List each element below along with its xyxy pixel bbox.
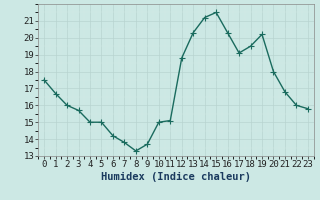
X-axis label: Humidex (Indice chaleur): Humidex (Indice chaleur) xyxy=(101,172,251,182)
